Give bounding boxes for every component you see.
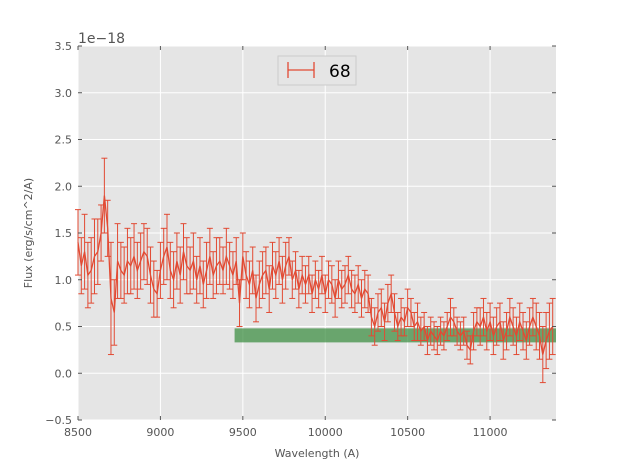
y-tick-label: 3.5 [55, 40, 73, 53]
legend-errorbar-marker [287, 62, 315, 78]
series-layer [75, 157, 556, 384]
y-tick-label: −0.5 [45, 414, 72, 427]
series-line [77, 195, 554, 355]
x-tick-label: 10500 [390, 426, 425, 439]
x-tick-label: 10000 [308, 426, 343, 439]
x-tick-label: 9500 [229, 426, 257, 439]
legend: 68 [277, 55, 357, 86]
x-tick-labels: 8500 9000 9500 10000 10500 11000 [64, 426, 508, 439]
ticks [77, 45, 556, 421]
y-tick-label: 0.0 [55, 367, 73, 380]
y-tick-label: 0.5 [55, 321, 73, 334]
y-tick-label: 3.0 [55, 87, 73, 100]
x-axis-label: Wavelength (A) [275, 447, 360, 460]
grid [77, 45, 556, 421]
x-tick-label: 9000 [146, 426, 174, 439]
x-tick-label: 11000 [473, 426, 508, 439]
wavelength-band [234, 328, 556, 343]
y-tick-label: 2.0 [55, 180, 73, 193]
y-tick-label: 1.5 [55, 227, 73, 240]
x-tick-label: 8500 [64, 426, 92, 439]
legend-label: 68 [329, 62, 351, 82]
y-tick-labels: −0.5 0.0 0.5 1.0 1.5 2.0 2.5 3.0 3.5 [45, 40, 72, 427]
y-tick-label: 2.5 [55, 134, 73, 147]
y-axis-label: Flux (erg/s/cm^2/A) [22, 178, 35, 288]
band-layer [234, 328, 556, 343]
y-tick-label: 1.0 [55, 274, 73, 287]
y-offset-label: 1e−18 [78, 31, 125, 47]
